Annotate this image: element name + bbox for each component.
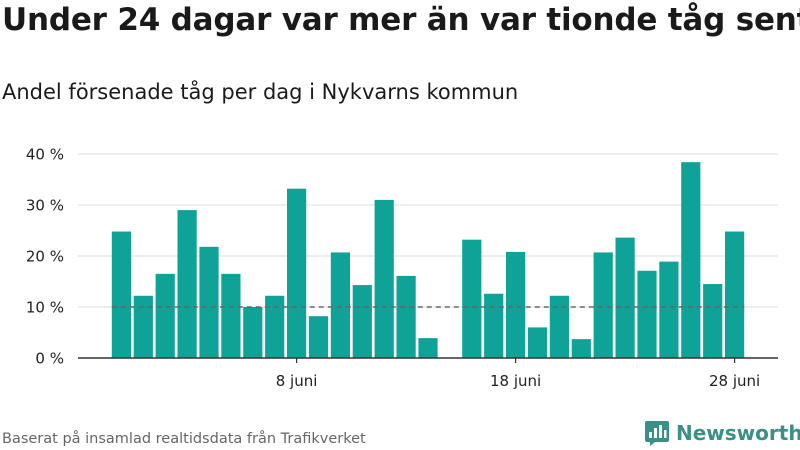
bar [571,339,591,358]
bar [418,338,438,358]
y-tick-label: 10 % [26,299,64,317]
bar [659,261,679,358]
y-tick-label: 20 % [26,248,64,266]
source-note: Baserat på insamlad realtidsdata från Tr… [2,431,366,447]
y-tick-label: 30 % [26,197,64,215]
bar [549,295,569,358]
x-tick-label: 8 juni [276,372,318,390]
chart-title: Under 24 dagar var mer än var tionde tåg… [2,2,800,38]
bar [396,275,416,358]
bars [111,162,745,358]
x-tick-label: 28 juni [709,372,760,390]
bar [703,284,723,358]
bar [352,285,372,358]
bar [637,270,657,358]
bar [111,231,131,358]
chart-subtitle: Andel försenade tåg per dag i Nykvarns k… [2,80,519,104]
bar [374,199,394,358]
bar [177,210,197,358]
y-tick-label: 40 % [26,146,64,164]
bar [287,188,307,358]
bar [527,327,548,358]
bar [221,273,241,358]
bar [155,273,175,358]
bar [308,316,329,358]
bar [593,252,613,358]
y-tick-label: 0 % [35,350,64,368]
bar [725,231,745,358]
bar [462,239,482,358]
x-tick-label: 18 juni [490,372,541,390]
bar [330,252,350,358]
axes: 0 % 10 % 20 % 30 % 40 % 8 juni 18 juni 28 juni [26,146,778,390]
newsworthy-logo-icon [645,421,669,446]
brand-name: Newsworthy [676,421,800,445]
bar [484,293,504,358]
bar [681,162,701,358]
bar [265,295,285,358]
bar [199,246,219,358]
bar [506,251,526,358]
bar [243,307,263,358]
bar [615,237,635,358]
bar [133,295,153,358]
brand-logo: Newsworthy [644,420,800,446]
